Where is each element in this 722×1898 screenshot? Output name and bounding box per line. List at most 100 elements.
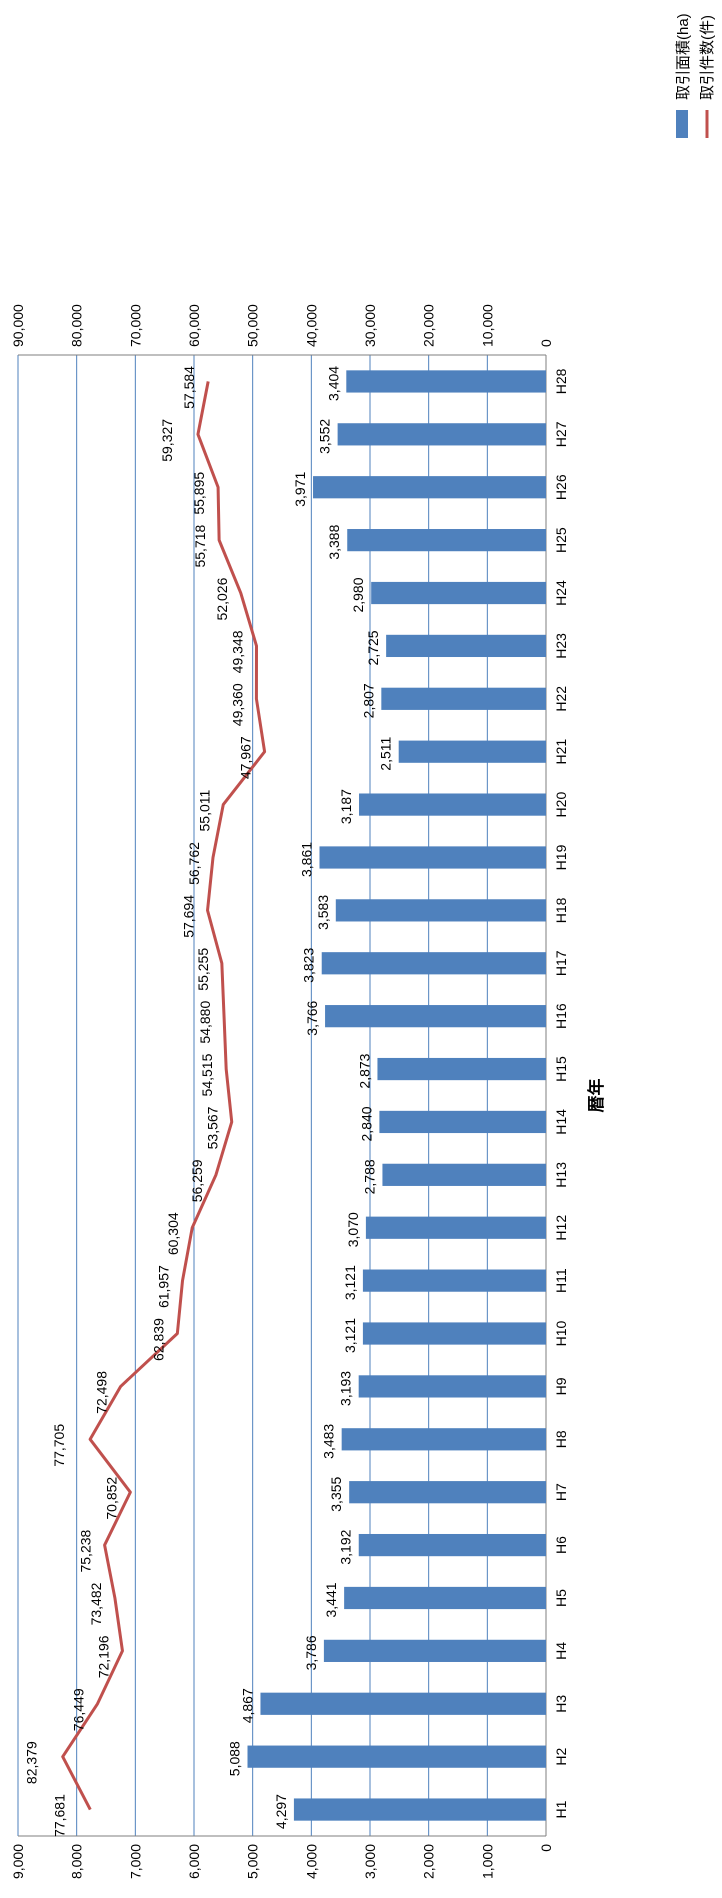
bar bbox=[336, 899, 546, 921]
bar bbox=[359, 1534, 546, 1556]
bar-data-label: 3,823 bbox=[301, 948, 317, 983]
x-tick-label: H18 bbox=[553, 897, 569, 923]
line-data-label: 53,567 bbox=[205, 1106, 221, 1149]
x-tick-label: H17 bbox=[553, 950, 569, 976]
y-left-tick-label: 0 bbox=[538, 1844, 554, 1852]
bar bbox=[346, 370, 546, 392]
line-data-label: 57,694 bbox=[181, 895, 197, 938]
bar-data-label: 2,511 bbox=[378, 736, 394, 770]
bar bbox=[344, 1587, 546, 1609]
x-tick-label: H3 bbox=[553, 1695, 569, 1713]
x-axis-title: 暦年 bbox=[586, 1079, 606, 1113]
line-data-label: 70,852 bbox=[103, 1477, 119, 1520]
x-tick-label: H21 bbox=[553, 739, 569, 765]
y-right-tick-label: 70,000 bbox=[127, 304, 143, 347]
x-tick-label: H23 bbox=[553, 633, 569, 659]
bar-data-label: 3,355 bbox=[328, 1476, 344, 1511]
bar-data-label: 3,193 bbox=[338, 1371, 354, 1406]
line-data-label: 47,967 bbox=[238, 736, 254, 779]
bar bbox=[324, 1640, 546, 1662]
legend: 取引面積(ha) 取引件数(件) bbox=[675, 13, 716, 138]
legend-label-count: 取引件数(件) bbox=[699, 15, 716, 100]
bar-data-label: 2,980 bbox=[350, 577, 366, 612]
line-data-label: 49,360 bbox=[229, 683, 245, 726]
bar bbox=[359, 1375, 546, 1397]
bar-data-label: 3,121 bbox=[342, 1265, 358, 1300]
x-tick-label: H26 bbox=[553, 474, 569, 500]
bar-data-label: 3,583 bbox=[315, 895, 331, 930]
bar-data-label: 4,867 bbox=[239, 1688, 255, 1723]
x-tick-label: H14 bbox=[553, 1109, 569, 1135]
line-data-label: 59,327 bbox=[159, 419, 175, 462]
line-data-label: 72,498 bbox=[94, 1371, 110, 1414]
line-data-label: 82,379 bbox=[24, 1741, 40, 1784]
line-data-label: 52,026 bbox=[214, 577, 230, 620]
bar bbox=[349, 1481, 546, 1503]
line-data-label: 55,255 bbox=[195, 948, 211, 991]
line-data-label: 49,348 bbox=[229, 630, 245, 673]
line-data-label: 54,515 bbox=[199, 1053, 215, 1096]
x-tick-label: H6 bbox=[553, 1536, 569, 1554]
x-tick-label: H22 bbox=[553, 686, 569, 712]
bar-data-label: 2,807 bbox=[360, 683, 376, 718]
bar bbox=[399, 741, 546, 763]
bar-data-label: 3,192 bbox=[338, 1529, 354, 1564]
bar-data-label: 4,297 bbox=[273, 1794, 289, 1829]
bar-data-label: 3,070 bbox=[345, 1212, 361, 1247]
bar bbox=[363, 1322, 546, 1344]
y-left-tick-label: 5,000 bbox=[245, 1844, 261, 1879]
bar bbox=[366, 1217, 546, 1239]
line-data-label: 72,196 bbox=[95, 1635, 111, 1678]
bar-data-label: 3,971 bbox=[292, 472, 308, 507]
line-data-label: 55,718 bbox=[192, 525, 208, 568]
line-data-label: 55,895 bbox=[191, 472, 207, 515]
y-left-tick-label: 4,000 bbox=[303, 1844, 319, 1879]
bar bbox=[313, 476, 546, 498]
data-labels: 4,2975,0884,8673,7863,4413,1923,3553,483… bbox=[24, 366, 394, 1837]
bar bbox=[260, 1693, 546, 1715]
bar-data-label: 3,483 bbox=[321, 1424, 337, 1459]
bar-data-label: 3,121 bbox=[342, 1318, 358, 1353]
line-data-label: 55,011 bbox=[196, 789, 212, 831]
x-tick-label: H9 bbox=[553, 1377, 569, 1395]
legend-label-area: 取引面積(ha) bbox=[675, 13, 692, 100]
bar-data-label: 3,766 bbox=[304, 1000, 320, 1035]
y-left-tick-label: 1,000 bbox=[479, 1844, 495, 1879]
bar-data-label: 3,861 bbox=[298, 842, 314, 877]
y-right-tick-label: 10,000 bbox=[479, 304, 495, 347]
y-right-tick-label: 40,000 bbox=[303, 304, 319, 347]
y-right-tick-label: 60,000 bbox=[186, 304, 202, 347]
x-tick-label: H8 bbox=[553, 1430, 569, 1448]
bar-data-label: 2,788 bbox=[361, 1159, 377, 1194]
bar bbox=[381, 688, 546, 710]
bar-data-label: 2,873 bbox=[356, 1053, 372, 1088]
bar bbox=[359, 793, 546, 815]
y-right-tick-label: 50,000 bbox=[245, 304, 261, 347]
x-tick-label: H10 bbox=[553, 1320, 569, 1346]
x-tick-label: H15 bbox=[553, 1056, 569, 1082]
line-data-label: 77,681 bbox=[51, 1794, 67, 1837]
bar-data-label: 3,187 bbox=[338, 789, 354, 824]
bar bbox=[322, 952, 546, 974]
x-tick-label: H4 bbox=[553, 1642, 569, 1660]
bar bbox=[379, 1111, 546, 1133]
bar bbox=[294, 1798, 546, 1820]
x-tick-label: H7 bbox=[553, 1483, 569, 1501]
y-left-tick-label: 8,000 bbox=[69, 1844, 85, 1879]
bar-data-label: 3,441 bbox=[323, 1582, 339, 1617]
x-tick-label: H27 bbox=[553, 421, 569, 447]
bar bbox=[371, 582, 546, 604]
x-tick-label: H20 bbox=[553, 792, 569, 818]
bar-series bbox=[248, 370, 546, 1820]
bar bbox=[382, 1164, 546, 1186]
y-right-tick-label: 80,000 bbox=[69, 304, 85, 347]
x-tick-label: H19 bbox=[553, 844, 569, 870]
bar bbox=[363, 1270, 546, 1292]
y-left-tick-label: 2,000 bbox=[421, 1844, 437, 1879]
bar-data-label: 2,725 bbox=[365, 630, 381, 665]
y-right-tick-label: 0 bbox=[538, 339, 554, 347]
y-right-tick-label: 30,000 bbox=[362, 304, 378, 347]
bar-data-label: 3,388 bbox=[326, 524, 342, 559]
line-data-label: 61,957 bbox=[156, 1265, 172, 1308]
